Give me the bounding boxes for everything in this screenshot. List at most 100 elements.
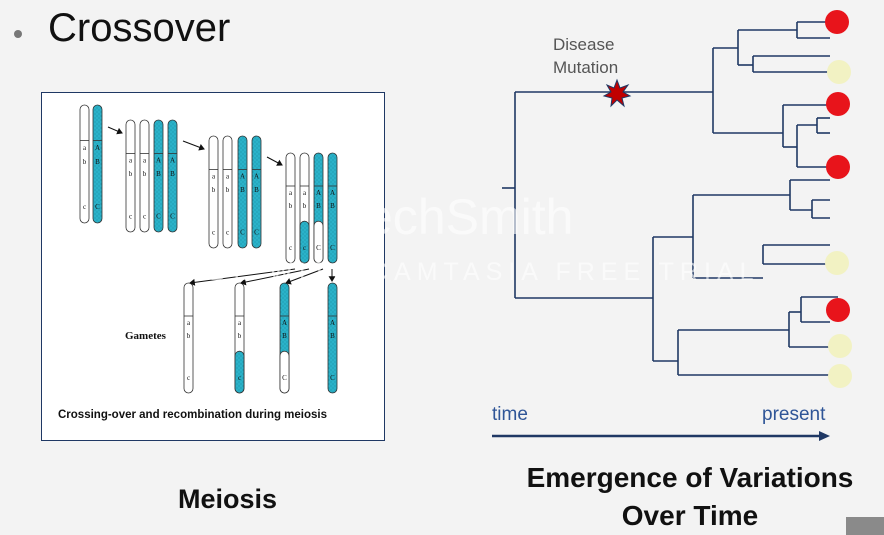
allele-label: A [156, 157, 161, 165]
allele-label: A [254, 173, 259, 181]
arrowhead [189, 278, 196, 286]
tree-branches [502, 21, 838, 376]
allele-label: c [187, 374, 190, 382]
meiosis-figure-caption: Crossing-over and recombination during m… [58, 409, 328, 421]
allele-label: c [303, 244, 306, 252]
mutated-leaf [826, 155, 850, 179]
normal-leaf [827, 60, 851, 84]
allele-label: B [240, 186, 245, 194]
corner-overlay [846, 517, 884, 535]
time-label: time [492, 404, 528, 425]
allele-label: a [303, 189, 307, 197]
arrowhead [116, 127, 123, 135]
allele-label: c [143, 213, 146, 221]
arrowhead [328, 276, 336, 282]
allele-label: a [226, 173, 230, 181]
allele-label: B [156, 170, 161, 178]
allele-label: C [330, 374, 335, 382]
chromosome: ab c [208, 135, 219, 249]
watermark-logo: TechSmith [340, 189, 574, 245]
meiosis-diagram: abcABCabcabcABCABCabcabcABCABCabcabcABCA… [79, 104, 338, 394]
normal-leaf [828, 364, 852, 388]
allele-label: b [238, 332, 242, 340]
disease-mutation-label: Disease Mutation [553, 35, 619, 77]
allele-label: A [330, 189, 335, 197]
mutated-leaf [825, 10, 849, 34]
allele-label: C [240, 229, 245, 237]
chromosome: ab c [285, 152, 296, 264]
chromosome: AB C [279, 282, 290, 394]
allele-label: b [303, 202, 307, 210]
process-arrow [240, 268, 310, 284]
allele-label: A [316, 189, 321, 197]
arrowhead [276, 159, 283, 166]
allele-label: A [282, 319, 287, 327]
chromosome: AB C [167, 119, 178, 233]
time-axis-arrowhead [819, 431, 830, 441]
chromosome: ab c [299, 152, 310, 264]
allele-label: B [282, 332, 287, 340]
allele-label: a [238, 319, 242, 327]
allele-label: B [330, 202, 335, 210]
normal-leaf [825, 251, 849, 275]
allele-label: b [129, 170, 133, 178]
allele-label: b [143, 170, 147, 178]
allele-label: a [212, 173, 216, 181]
allele-label: B [254, 186, 259, 194]
chromosome: AB C [92, 104, 103, 224]
allele-label: b [83, 158, 87, 166]
allele-label: A [170, 157, 175, 165]
allele-label: C [316, 244, 321, 252]
allele-label: C [254, 229, 259, 237]
allele-label: A [330, 319, 335, 327]
allele-label: C [330, 244, 335, 252]
bullet-point [14, 30, 22, 38]
slide-title: Crossover [48, 6, 231, 50]
allele-label: b [226, 186, 230, 194]
emergence-title: Emergence of Variations Over Time [526, 462, 854, 531]
allele-label: C [282, 374, 287, 382]
allele-label: c [212, 229, 215, 237]
arrowhead [285, 278, 292, 285]
allele-label: A [95, 144, 100, 152]
allele-label: c [83, 203, 86, 211]
chromosome: AB C [327, 152, 338, 264]
meiosis-caption: Meiosis [178, 484, 278, 514]
chromosome: ab c [125, 119, 136, 233]
chromosome: AB C [313, 152, 324, 264]
allele-label: a [289, 189, 293, 197]
chromosome: ab c [79, 104, 90, 224]
gametes-label: Gametes [125, 330, 166, 342]
allele-label: c [226, 229, 229, 237]
chromosome: ab c [234, 282, 245, 394]
allele-label: A [240, 173, 245, 181]
allele-label: b [212, 186, 216, 194]
allele-label: c [289, 244, 292, 252]
allele-label: a [187, 319, 191, 327]
allele-label: C [170, 213, 175, 221]
allele-label: c [238, 374, 241, 382]
chromosome: ab c [183, 282, 194, 394]
chromosome: ab c [222, 135, 233, 249]
allele-label: B [170, 170, 175, 178]
chromosomes: abcABCabcabcABCABCabcabcABCABCabcabcABCA… [79, 104, 338, 394]
chromosome: AB C [153, 119, 164, 233]
allele-label: b [187, 332, 191, 340]
normal-leaf [828, 334, 852, 358]
arrowhead [198, 144, 205, 151]
mutation-star-icon [602, 78, 632, 108]
tree-leaves [825, 10, 852, 388]
allele-label: a [83, 144, 87, 152]
process-arrow [285, 268, 324, 284]
allele-label: B [330, 332, 335, 340]
present-label: present [762, 404, 826, 425]
allele-label: C [156, 213, 161, 221]
allele-label: B [95, 158, 100, 166]
process-arrow [189, 268, 296, 284]
process-arrows [107, 126, 336, 286]
chromosome: AB C [327, 282, 338, 394]
arrowhead [240, 278, 247, 286]
allele-label: a [143, 157, 147, 165]
